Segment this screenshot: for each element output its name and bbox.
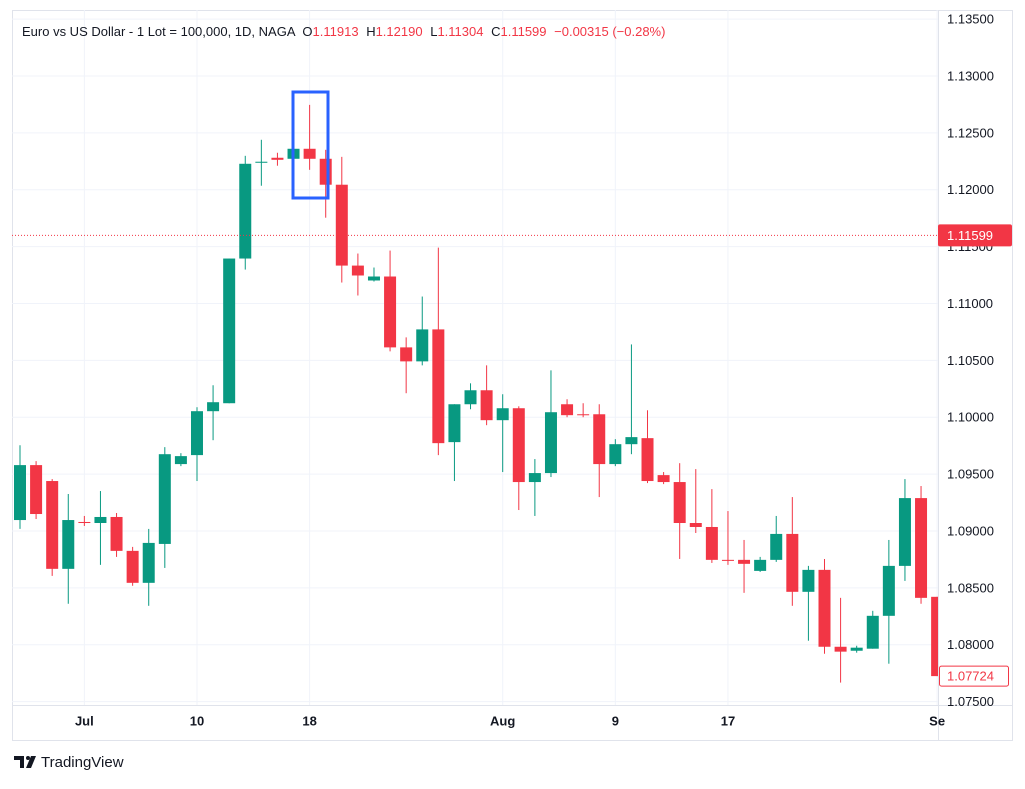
y-tick-label: 1.09500 <box>947 467 994 482</box>
candle-body <box>593 414 606 465</box>
candle-body <box>512 408 525 483</box>
candle-body <box>78 521 91 524</box>
legend-c: C <box>491 24 500 39</box>
x-tick-label: 17 <box>721 713 735 728</box>
candle-body <box>432 329 445 444</box>
candle-body <box>271 157 284 160</box>
candle-body <box>705 526 718 560</box>
branding: TradingView <box>41 754 124 771</box>
candle-body <box>689 523 702 527</box>
legend-h: H <box>366 24 375 39</box>
candle-body <box>786 533 799 592</box>
candle-body <box>14 465 26 521</box>
x-tick-label: 10 <box>190 713 204 728</box>
candle-body <box>239 163 252 259</box>
candle-body <box>770 533 783 560</box>
last-price-box <box>939 665 1009 687</box>
candle-body <box>528 473 541 483</box>
legend-close: 1.11599 <box>500 24 546 39</box>
candle-body <box>561 404 574 416</box>
legend-title: Euro vs US Dollar - 1 Lot = 100,000, 1D,… <box>22 24 296 39</box>
candle-body <box>641 438 654 482</box>
candle-body <box>480 390 493 421</box>
candle-body <box>223 258 236 404</box>
y-tick-label: 1.07500 <box>947 694 994 709</box>
candle-body <box>303 148 316 159</box>
candle-body <box>673 482 686 524</box>
candle-body <box>319 158 332 185</box>
x-tick-label: 18 <box>302 713 316 728</box>
y-tick-label: 1.10500 <box>947 353 994 368</box>
chart-frame <box>12 10 1013 741</box>
legend-low: 1.11304 <box>437 24 483 39</box>
y-tick-label: 1.12500 <box>947 125 994 140</box>
candle-body <box>158 454 171 544</box>
candle-body <box>62 520 75 569</box>
candle-body <box>802 569 815 592</box>
candle-body <box>400 347 413 362</box>
candle-body <box>94 516 107 524</box>
x-tick-label: 9 <box>612 713 619 728</box>
candle-body <box>721 559 734 561</box>
y-tick-label: 1.13000 <box>947 68 994 83</box>
candle-body <box>609 444 622 465</box>
candle-body <box>30 465 43 515</box>
candle-body <box>416 329 429 362</box>
legend-o: O <box>302 24 312 39</box>
price-line-label: 1.11599 <box>947 228 993 243</box>
y-tick-label: 1.09000 <box>947 523 994 538</box>
legend: Euro vs US Dollar - 1 Lot = 100,000, 1D,… <box>22 24 665 39</box>
candle-body <box>625 437 638 445</box>
legend-high: 1.12190 <box>376 24 423 39</box>
legend-l: L <box>430 24 437 39</box>
candle-body <box>142 542 155 583</box>
candle-body <box>255 161 268 163</box>
y-tick-label: 1.11000 <box>947 296 993 311</box>
candle-body <box>850 647 863 651</box>
candle-body <box>190 411 203 456</box>
candle-body <box>657 475 670 483</box>
candle-body <box>464 390 477 405</box>
candle-body <box>577 414 590 416</box>
candle-body <box>738 559 751 564</box>
candle-body <box>110 516 123 551</box>
candle-body <box>544 412 557 474</box>
candle-body <box>898 498 911 566</box>
candle-body <box>46 481 59 569</box>
candle-body <box>207 402 220 412</box>
candle-body <box>818 569 831 647</box>
x-tick-label: Jul <box>75 713 94 728</box>
candle-body <box>384 276 397 348</box>
candle-body <box>834 646 847 652</box>
candle-body <box>866 615 879 649</box>
candle-body <box>754 559 767 571</box>
y-tick-label: 1.08500 <box>947 580 994 595</box>
plot-area <box>12 104 938 683</box>
x-tick-label: Se <box>929 713 945 728</box>
candle-body <box>882 565 895 616</box>
candle-body <box>931 596 938 677</box>
candle-body <box>448 404 461 443</box>
branding-logo <box>14 756 36 768</box>
candle-body <box>351 265 364 276</box>
candle-body <box>367 276 380 281</box>
x-tick-label: Aug <box>490 713 515 728</box>
candle-body <box>496 408 509 421</box>
price-line-box <box>938 224 1012 247</box>
last-price-label: 1.07724 <box>947 669 994 684</box>
y-tick-label: 1.12000 <box>947 182 994 197</box>
highlight-box <box>291 90 330 200</box>
legend-open: 1.11913 <box>313 24 359 39</box>
candle-body <box>335 184 348 266</box>
candle-body <box>174 456 187 465</box>
candle-body <box>915 498 928 598</box>
y-tick-label: 1.13500 <box>947 12 994 27</box>
axes: 1.07500 1.08000 1.08500 1.09000 1.09500 1.100… <box>75 12 1012 728</box>
legend-change: −0.00315 (−0.28%) <box>554 24 665 39</box>
candle-body <box>126 550 139 583</box>
y-tick-label: 1.10000 <box>947 410 994 425</box>
y-tick-label: 1.08000 <box>947 637 994 652</box>
